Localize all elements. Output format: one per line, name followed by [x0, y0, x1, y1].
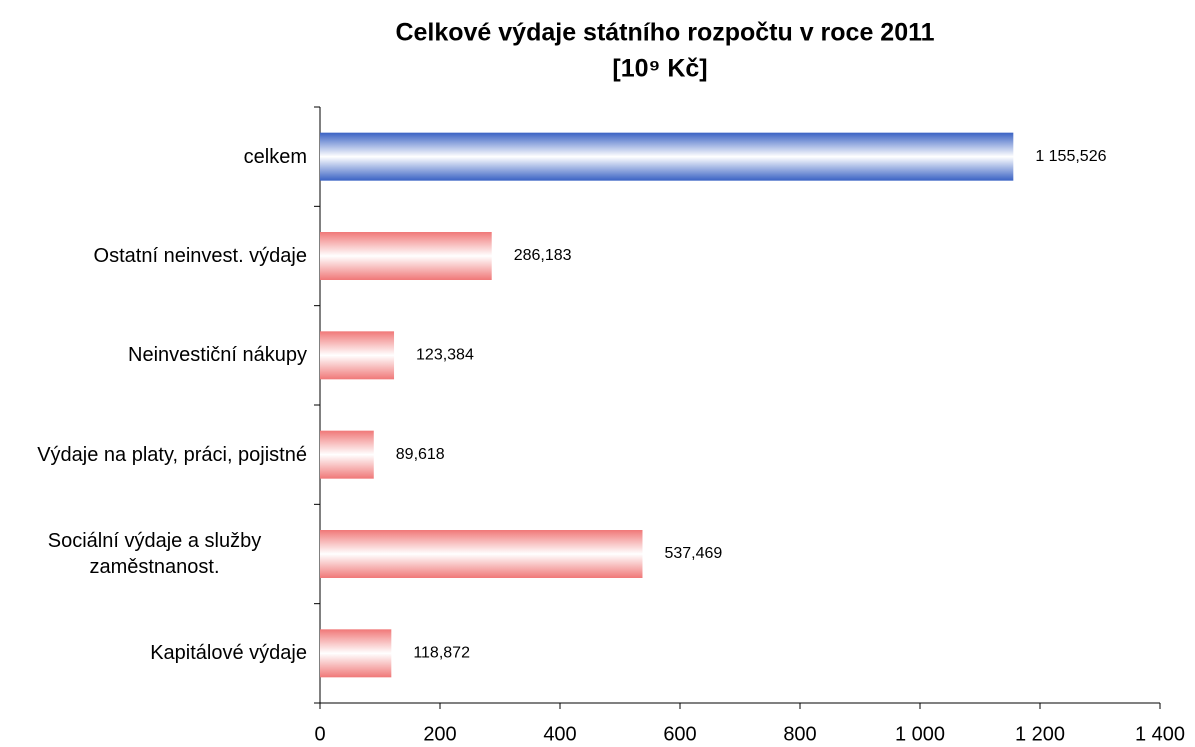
- bar: [320, 232, 492, 280]
- category-text: Sociální výdaje a služby zaměstnanost.: [47, 530, 262, 578]
- category-text: Výdaje na platy, práci, pojistné: [37, 443, 307, 466]
- category-text: celkem: [243, 145, 307, 168]
- x-tick-label: 400: [543, 723, 576, 745]
- x-tick-label: 200: [423, 723, 456, 745]
- category-label: Neinvestiční nákupy: [2, 342, 307, 368]
- x-tick-label: 600: [663, 723, 696, 745]
- bar: [320, 629, 392, 678]
- category-label: Výdaje na platy, práci, pojistné: [2, 442, 307, 468]
- bar: [320, 132, 1014, 181]
- value-label: 123,384: [416, 347, 474, 364]
- category-text: Ostatní neinvest. výdaje: [93, 245, 307, 267]
- category-label: Ostatní neinvest. výdaje: [2, 243, 307, 269]
- x-tick-label: 0: [314, 723, 325, 745]
- value-label: 89,618: [396, 446, 445, 463]
- value-label: 286,183: [514, 247, 572, 264]
- bar: [320, 530, 643, 578]
- value-label: 1 155,526: [1035, 148, 1106, 165]
- chart-subtitle: [10⁹ Kč]: [612, 55, 707, 83]
- category-label: Sociální výdaje a služby zaměstnanost.: [2, 528, 307, 580]
- category-label: Kapitálové výdaje: [2, 640, 307, 666]
- value-label: 118,872: [413, 645, 470, 662]
- bar: [320, 430, 374, 479]
- x-tick-label: 1 000: [895, 723, 945, 745]
- category-text: Kapitálové výdaje: [150, 642, 307, 665]
- category-text: Neinvestiční nákupy: [128, 344, 307, 367]
- x-tick-label: 1 200: [1015, 723, 1065, 745]
- x-tick-label: 1 400: [1135, 723, 1185, 745]
- bar: [320, 331, 395, 380]
- chart-title: Celkové výdaje státního rozpočtu v roce …: [395, 19, 934, 47]
- value-label: 537,469: [664, 545, 722, 562]
- category-label: celkem: [2, 144, 307, 170]
- x-tick-label: 800: [783, 723, 816, 745]
